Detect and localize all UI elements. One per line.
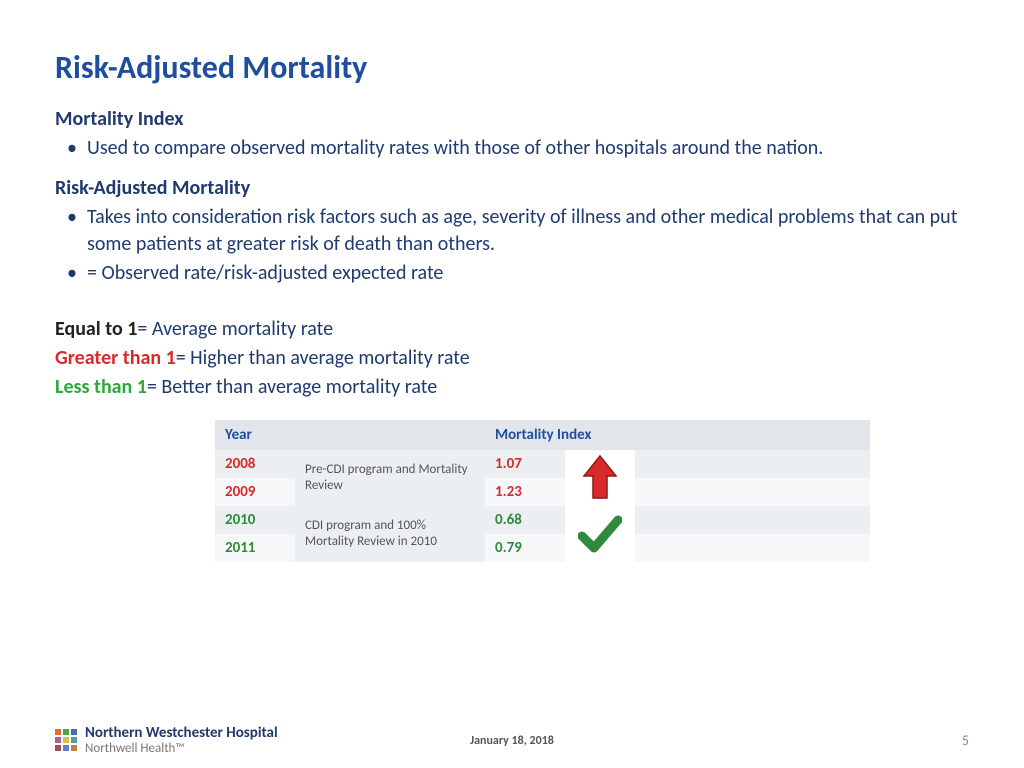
- cell-index: 0.68: [485, 506, 565, 534]
- interp-text: = Average mortality rate: [137, 317, 333, 341]
- interp-label-greater: Greater than 1: [55, 346, 176, 370]
- cell-year: 2009: [215, 478, 295, 506]
- mortality-table-wrap: Year Mortality Index 2008 Pre-CDI progra…: [215, 420, 870, 562]
- cell-year: 2008: [215, 450, 295, 478]
- interp-text: = Better than average mortality rate: [147, 375, 437, 399]
- interpretation-row: Less than 1= Better than average mortali…: [55, 373, 969, 402]
- mortality-table: Year Mortality Index 2008 Pre-CDI progra…: [215, 420, 870, 562]
- cell-index: 0.79: [485, 534, 565, 562]
- section-bullets-1: Takes into consideration risk factors su…: [55, 204, 969, 287]
- checkmark-icon: [565, 506, 635, 562]
- cell-year: 2010: [215, 506, 295, 534]
- slide-body: Risk-Adjusted Mortality Mortality Index …: [0, 0, 1024, 562]
- slide-footer: Northern Westchester Hospital Northwell …: [0, 713, 1024, 768]
- cell-note: CDI program and 100% Mortality Review in…: [295, 506, 485, 562]
- footer-date: January 18, 2018: [470, 734, 554, 748]
- slide-title: Risk-Adjusted Mortality: [55, 48, 969, 87]
- bullet: Used to compare observed mortality rates…: [55, 135, 969, 162]
- logo-text: Northern Westchester Hospital Northwell …: [85, 725, 278, 756]
- cell-pad: [635, 450, 870, 478]
- cell-year: 2011: [215, 534, 295, 562]
- org-name-line1: Northern Westchester Hospital: [85, 725, 278, 742]
- interpretation-row: Equal to 1= Average mortality rate: [55, 315, 969, 344]
- interpretation-row: Greater than 1= Higher than average mort…: [55, 344, 969, 373]
- up-arrow-icon: [565, 450, 635, 506]
- interp-text: = Higher than average mortality rate: [176, 346, 470, 370]
- org-name-line2: Northwell Health™: [85, 742, 278, 756]
- bullet: = Observed rate/risk-adjusted expected r…: [55, 260, 969, 287]
- col-header-index: Mortality Index: [485, 420, 870, 450]
- section-heading-1: Risk-Adjusted Mortality: [55, 176, 969, 200]
- logo-dots-icon: [55, 729, 77, 751]
- cell-index: 1.23: [485, 478, 565, 506]
- org-logo: Northern Westchester Hospital Northwell …: [55, 725, 278, 756]
- bullet: Takes into consideration risk factors su…: [55, 204, 969, 258]
- interp-label-equal: Equal to 1: [55, 317, 137, 341]
- table-row: 2008 Pre-CDI program and Mortality Revie…: [215, 450, 870, 478]
- table-row: 2010 CDI program and 100% Mortality Revi…: [215, 506, 870, 534]
- cell-pad: [635, 534, 870, 562]
- page-number: 5: [962, 732, 969, 749]
- section-heading-0: Mortality Index: [55, 107, 969, 131]
- col-header-year: Year: [215, 420, 485, 450]
- interp-label-less: Less than 1: [55, 375, 147, 399]
- cell-pad: [635, 506, 870, 534]
- cell-pad: [635, 478, 870, 506]
- section-bullets-0: Used to compare observed mortality rates…: [55, 135, 969, 162]
- cell-note: Pre-CDI program and Mortality Review: [295, 450, 485, 506]
- cell-index: 1.07: [485, 450, 565, 478]
